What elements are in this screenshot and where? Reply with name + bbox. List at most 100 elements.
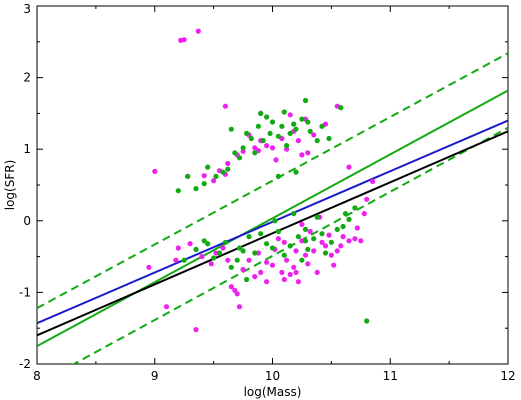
magenta-data-point	[236, 304, 243, 310]
green-data-point	[225, 166, 231, 172]
data-points	[146, 28, 376, 333]
green-data-point	[352, 205, 358, 211]
magenta-data-point	[252, 274, 258, 280]
green-data-point	[216, 250, 223, 256]
green-data-point	[295, 234, 301, 240]
y-axis-title: log(SFR)	[3, 160, 17, 211]
magenta-data-point	[291, 264, 297, 270]
green-data-point	[213, 173, 219, 179]
magenta-data-point	[255, 250, 261, 256]
green-data-point	[322, 250, 329, 256]
green-data-point	[264, 241, 270, 247]
magenta-data-point	[146, 264, 152, 270]
green-data-point	[193, 186, 199, 192]
green-data-point	[205, 241, 211, 247]
green-data-point	[248, 135, 254, 142]
green-data-point	[279, 123, 285, 129]
magenta-data-point	[340, 234, 346, 240]
plot-area	[36, 5, 509, 365]
green-data-point	[240, 248, 246, 254]
green-data-point	[302, 97, 309, 104]
green-data-point	[314, 214, 320, 220]
magenta-data-point	[326, 232, 332, 238]
green-data-point	[275, 173, 281, 179]
magenta-data-point	[201, 173, 207, 179]
green-data-point	[299, 116, 305, 122]
green-data-point	[222, 239, 228, 245]
green-data-point	[211, 255, 217, 261]
green-data-point	[302, 238, 309, 244]
magenta-data-point	[252, 145, 258, 151]
magenta-data-point	[281, 239, 287, 245]
magenta-data-point	[328, 252, 334, 258]
green-data-point	[236, 155, 243, 161]
green-dashed-fit-line	[37, 52, 508, 310]
magenta-data-point	[269, 145, 276, 151]
magenta-data-point	[338, 243, 344, 249]
green-data-point	[338, 105, 344, 111]
magenta-data-point	[293, 269, 299, 275]
green-data-point	[201, 181, 207, 187]
green-data-point	[293, 126, 299, 132]
blue-solid-fit-line	[37, 119, 508, 325]
x-axis-title: log(Mass)	[244, 385, 302, 399]
y-tick-label: -1	[19, 285, 31, 299]
magenta-data-point	[193, 327, 199, 333]
magenta-data-point	[279, 269, 285, 275]
y-tick-label: 1	[23, 142, 31, 156]
magenta-data-point	[346, 238, 352, 244]
green-data-point	[269, 119, 276, 125]
y-tick-label: -2	[19, 357, 31, 371]
magenta-data-point	[187, 241, 193, 247]
green-data-point	[240, 145, 246, 151]
y-tick-label: 3	[23, 2, 31, 16]
green-data-point	[252, 150, 258, 156]
magenta-data-point	[302, 252, 309, 258]
magenta-data-point	[275, 236, 281, 242]
magenta-data-point	[228, 284, 234, 290]
green-data-point	[234, 257, 240, 263]
green-data-point	[281, 109, 287, 115]
green-data-point	[311, 236, 317, 242]
magenta-data-point	[299, 152, 305, 158]
green-data-point	[307, 128, 313, 134]
magenta-data-point	[293, 248, 299, 254]
green-data-point	[287, 130, 293, 136]
magenta-data-point	[354, 225, 360, 231]
magenta-data-point	[258, 269, 264, 275]
green-data-point	[228, 126, 234, 132]
green-data-point	[281, 252, 287, 258]
green-data-point	[314, 138, 320, 144]
green-data-point	[291, 121, 297, 127]
green-data-point	[181, 257, 187, 263]
axis-ticks	[36, 5, 509, 365]
magenta-data-point	[208, 261, 214, 267]
green-data-point	[291, 211, 297, 217]
green-data-point	[334, 226, 340, 232]
green-data-point	[272, 218, 278, 224]
magenta-data-point	[199, 254, 205, 260]
magenta-data-point	[175, 245, 181, 251]
x-tick-label: 11	[383, 369, 398, 383]
magenta-data-point	[346, 164, 352, 170]
magenta-data-point	[305, 150, 311, 156]
green-data-point	[260, 138, 266, 144]
green-data-point	[302, 226, 309, 232]
magenta-data-point	[225, 160, 231, 167]
magenta-data-point	[319, 239, 325, 245]
green-data-point	[319, 231, 325, 237]
magenta-data-point	[220, 245, 226, 251]
magenta-data-point	[305, 261, 311, 267]
magenta-data-point	[195, 28, 201, 34]
magenta-data-point	[370, 178, 376, 184]
magenta-data-point	[334, 248, 340, 254]
magenta-data-point	[284, 146, 290, 152]
fit-lines	[37, 52, 508, 364]
green-data-point	[364, 318, 370, 324]
green-data-point	[252, 250, 258, 256]
green-data-point	[326, 135, 332, 142]
green-data-point	[201, 238, 207, 244]
green-data-point	[346, 216, 352, 222]
green-data-point	[228, 264, 234, 270]
